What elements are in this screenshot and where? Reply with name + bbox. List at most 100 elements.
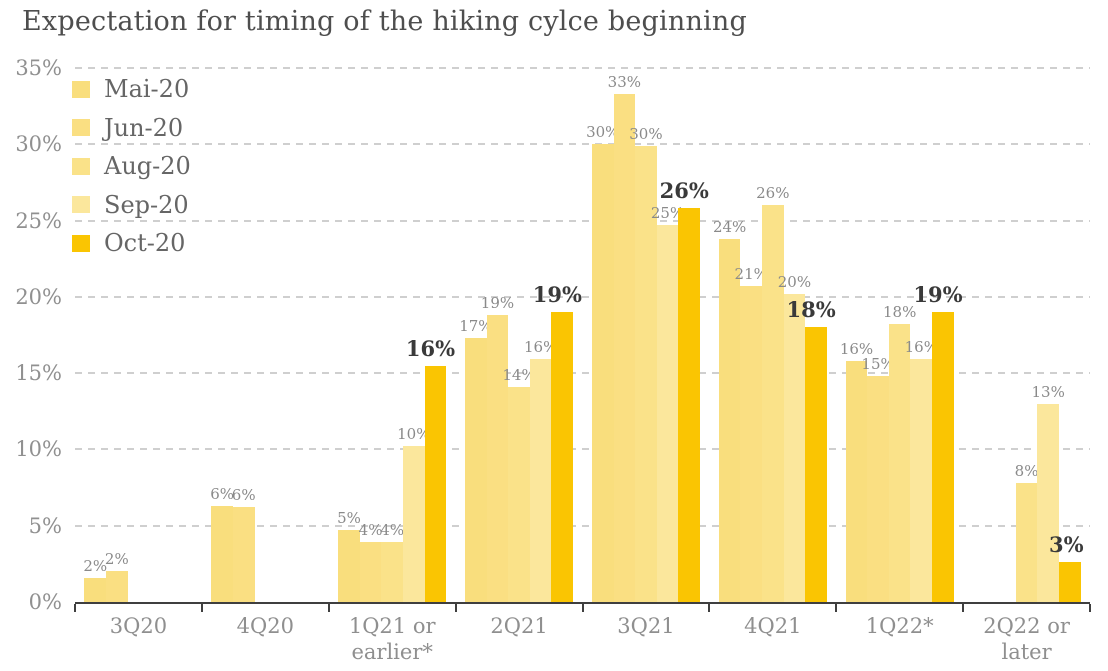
x-axis-category-label: 4Q20	[236, 614, 294, 638]
bar	[232, 507, 255, 602]
legend-swatch	[72, 196, 90, 214]
bar	[106, 571, 128, 602]
bar-value-label: 16%	[523, 338, 558, 357]
legend-label: Mai-20	[104, 75, 190, 103]
bar-value-label: 4%	[358, 521, 383, 540]
bar-value-label: 33%	[607, 72, 641, 91]
y-axis-tick-label: 10%	[15, 437, 62, 462]
y-axis-tick-label: 0%	[28, 590, 62, 614]
bar-value-label: 26%	[659, 178, 709, 204]
gridline	[75, 372, 1090, 375]
x-axis-tick	[835, 604, 838, 612]
bar	[424, 365, 447, 602]
legend-item-mai-20: Mai-20	[72, 76, 189, 102]
x-axis-category-label: 3Q21	[617, 614, 675, 638]
legend-item-oct-20: Oct-20	[72, 230, 185, 256]
bar	[783, 293, 806, 602]
bar-value-label: 19%	[913, 282, 963, 308]
y-axis-tick-label: 5%	[28, 513, 62, 538]
gridline	[75, 295, 1090, 298]
legend-swatch	[72, 157, 90, 175]
gridline	[75, 524, 1090, 527]
y-axis-tick-label: 25%	[15, 208, 62, 233]
x-axis-category-label: 2Q21	[490, 614, 548, 638]
bar-value-label: 16%	[904, 338, 938, 357]
bar	[888, 324, 911, 602]
bar	[762, 205, 784, 602]
bar-value-label: 19%	[532, 282, 582, 308]
gridline	[75, 67, 1090, 69]
chart-title: Expectation for timing of the hiking cyl…	[22, 6, 747, 37]
x-axis-category-label: 1Q21 or earlier*	[348, 614, 436, 665]
bar-value-label: 24%	[712, 217, 747, 236]
bar-value-label: 26%	[756, 184, 790, 203]
bar	[1037, 403, 1059, 602]
bar	[402, 446, 425, 602]
x-axis-category-label: 1Q22*	[865, 614, 934, 638]
gridline	[75, 143, 1090, 146]
bar-value-label: 15%	[861, 355, 895, 374]
bar	[508, 386, 530, 602]
x-axis-category-label: 4Q21	[744, 614, 802, 638]
bar-value-label: 16%	[405, 335, 456, 361]
bar-value-label: 14%	[502, 365, 536, 384]
x-axis-line	[75, 602, 1090, 604]
bar-value-label: 16%	[839, 339, 874, 358]
bar-value-label: 21%	[734, 265, 768, 284]
legend-swatch	[72, 80, 90, 98]
bar-value-label: 18%	[883, 303, 917, 322]
y-axis-tick-label: 20%	[15, 284, 62, 309]
x-axis-tick	[962, 604, 965, 612]
bar	[656, 225, 679, 602]
bar	[678, 208, 700, 602]
legend-label: Aug-20	[104, 152, 191, 181]
bar-value-label: 30%	[629, 124, 663, 143]
x-axis-tick	[74, 604, 76, 612]
gridline	[75, 219, 1090, 222]
bar-value-label: 17%	[459, 317, 493, 336]
bar	[591, 144, 614, 602]
bar	[867, 376, 889, 602]
x-axis-tick	[581, 604, 584, 612]
bar	[338, 530, 360, 602]
x-axis-tick	[708, 604, 711, 612]
bar	[486, 315, 509, 602]
bar	[635, 145, 657, 602]
legend-label: Oct-20	[104, 229, 186, 258]
legend-item-aug-20: Aug-20	[72, 153, 191, 179]
bar	[613, 93, 636, 602]
x-axis-category-label: 2Q22 or later	[983, 614, 1070, 665]
bar	[465, 338, 487, 602]
bar-value-label: 2%	[104, 550, 129, 569]
bar-value-label: 13%	[1031, 382, 1065, 401]
y-axis-tick-label: 15%	[15, 361, 62, 386]
bar	[381, 542, 403, 602]
bar-value-label: 6%	[210, 484, 235, 503]
bar-value-label: 2%	[83, 556, 108, 575]
legend-item-sep-20: Sep-20	[72, 192, 189, 218]
legend-label: Sep-20	[104, 190, 189, 219]
bar-value-label: 18%	[786, 297, 836, 323]
bar-value-label: 30%	[586, 123, 620, 142]
legend-swatch	[72, 119, 90, 137]
bar-value-label: 4%	[380, 521, 405, 540]
legend-swatch	[72, 234, 90, 252]
bar	[1015, 482, 1038, 602]
bar	[910, 359, 933, 602]
bar	[1058, 562, 1081, 602]
bar-value-label: 19%	[480, 294, 515, 313]
bar	[845, 360, 868, 602]
bar-value-label: 5%	[337, 509, 361, 528]
legend-item-jun-20: Jun-20	[72, 115, 183, 141]
y-axis-tick-label: 30%	[15, 132, 62, 157]
x-axis-category-label: 3Q20	[109, 614, 168, 638]
bar-value-label: 3%	[1049, 532, 1084, 558]
bar	[359, 542, 382, 602]
bar-value-label: 6%	[231, 486, 256, 505]
bar	[805, 327, 827, 602]
bar-value-label: 20%	[777, 272, 812, 291]
bar	[932, 312, 954, 602]
bar	[740, 286, 762, 602]
bar-value-label: 10%	[397, 425, 431, 444]
bar-value-label: 25%	[650, 204, 685, 223]
